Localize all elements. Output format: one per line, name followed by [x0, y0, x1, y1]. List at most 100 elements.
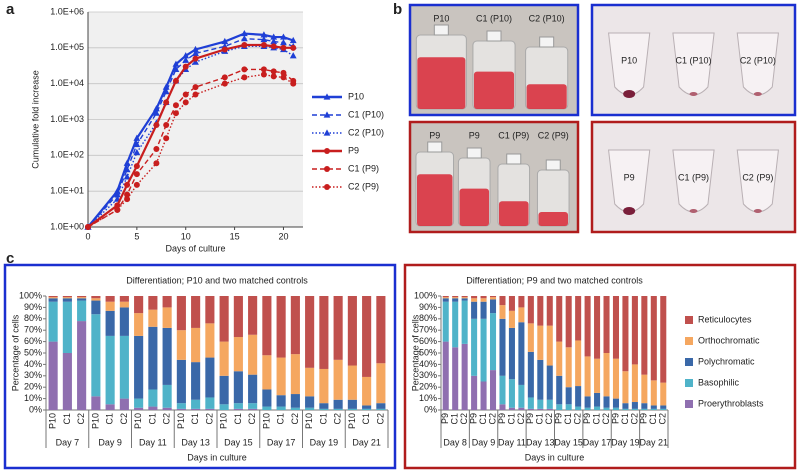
- marker: [172, 102, 179, 109]
- bar-segment: [119, 398, 129, 410]
- bar-segment: [518, 296, 525, 308]
- bar-segment: [594, 406, 601, 410]
- x-tick-label: P9: [582, 413, 592, 424]
- group-label: Day 21: [352, 437, 381, 447]
- marker: [133, 134, 141, 141]
- marker: [221, 37, 229, 45]
- bar-segment: [91, 300, 101, 315]
- bar-segment: [537, 296, 544, 326]
- y-tick-label: 10%: [24, 393, 42, 403]
- medium: [417, 57, 466, 109]
- bar-segment: [660, 382, 667, 406]
- bar-segment: [480, 381, 487, 410]
- marker: [163, 99, 170, 106]
- medium: [459, 188, 490, 226]
- y-tick-label: 1.0E+04: [50, 78, 84, 88]
- bar-segment: [594, 296, 601, 359]
- bar-segment: [248, 374, 258, 404]
- bar-segment: [347, 408, 357, 410]
- legend-label: P9: [348, 145, 359, 155]
- x-tick-label: C2: [487, 413, 497, 425]
- y-tick-label: 40%: [24, 359, 42, 369]
- bar-segment: [162, 384, 172, 408]
- marker: [124, 181, 131, 188]
- bar-segment: [527, 408, 534, 410]
- group-label: Day 13: [181, 437, 210, 447]
- bar-segment: [62, 298, 72, 302]
- x-tick-label: C2: [629, 413, 639, 425]
- marker: [153, 146, 160, 153]
- legend-marker: [323, 111, 331, 118]
- bar-segment: [461, 343, 468, 410]
- x-tick-label: C2: [204, 413, 214, 425]
- bar-segment: [148, 406, 158, 410]
- photo-frame: [590, 120, 797, 234]
- y-tick-label: 50%: [419, 347, 437, 357]
- bar-segment: [290, 407, 300, 410]
- x-tick-label: C2: [162, 413, 172, 425]
- bar-segment: [62, 301, 72, 353]
- bar-segment: [489, 299, 497, 314]
- bar-segment: [91, 314, 101, 397]
- marker: [123, 165, 131, 173]
- bar-segment: [219, 404, 229, 410]
- x-axis-title: Days in culture: [187, 452, 247, 462]
- x-tick-label: P10: [133, 413, 143, 429]
- medium: [498, 201, 529, 226]
- bar-segment: [575, 406, 582, 410]
- x-tick-label: P9: [497, 413, 507, 424]
- bar-segment: [660, 408, 667, 410]
- y-tick-label: 90%: [419, 302, 437, 312]
- bar-segment: [480, 301, 487, 319]
- legend-label: Proerythroblasts: [698, 398, 764, 408]
- bar-segment: [660, 296, 667, 383]
- bar-segment: [480, 298, 487, 302]
- bar-segment: [376, 363, 386, 404]
- bar-segment: [594, 392, 601, 407]
- bar-segment: [565, 404, 572, 410]
- bottle-cap: [539, 36, 555, 48]
- marker: [270, 43, 277, 50]
- x-tick-label: 15: [230, 231, 240, 241]
- bar-segment: [319, 296, 329, 369]
- group-label: Day 9: [472, 437, 496, 447]
- x-tick-label: C1: [535, 413, 545, 425]
- bar-segment: [105, 404, 115, 410]
- bar-segment: [575, 386, 582, 407]
- bar-segment: [205, 296, 215, 324]
- y-axis-title: Cumulative fold increase: [30, 70, 40, 169]
- marker: [260, 71, 267, 78]
- bottle-cap: [506, 153, 522, 165]
- x-tick-label: C2: [573, 413, 583, 425]
- bar-segment: [442, 296, 449, 298]
- marker: [192, 45, 199, 53]
- group-label: Day 11: [139, 437, 167, 447]
- bar-segment: [362, 376, 372, 406]
- x-tick-label: P10: [176, 413, 186, 429]
- bar-segment: [276, 406, 286, 410]
- marker: [114, 202, 121, 209]
- marker: [172, 77, 179, 84]
- y-axis-title: Percentage of cells: [10, 314, 20, 391]
- bar-segment: [248, 403, 258, 409]
- bar-segment: [119, 301, 129, 308]
- photo-label: C1 (P10): [675, 55, 711, 65]
- bar-segment: [176, 403, 186, 409]
- bar-segment: [276, 296, 286, 358]
- bar-segment: [584, 396, 591, 408]
- bar-segment: [376, 296, 386, 364]
- bar-segment: [499, 404, 506, 410]
- photo-label: P9: [429, 130, 440, 140]
- bar-segment: [461, 298, 468, 301]
- marker: [270, 37, 278, 45]
- group-label: Day 7: [56, 437, 80, 447]
- bar-segment: [650, 380, 657, 406]
- bar-segment: [162, 407, 172, 410]
- marker: [85, 224, 91, 230]
- bar-segment: [91, 296, 101, 299]
- bar-segment: [48, 296, 58, 298]
- bar-segment: [176, 330, 186, 360]
- x-tick-label: 0: [85, 231, 90, 241]
- y-tick-label: 90%: [24, 302, 42, 312]
- bar-segment: [262, 389, 272, 407]
